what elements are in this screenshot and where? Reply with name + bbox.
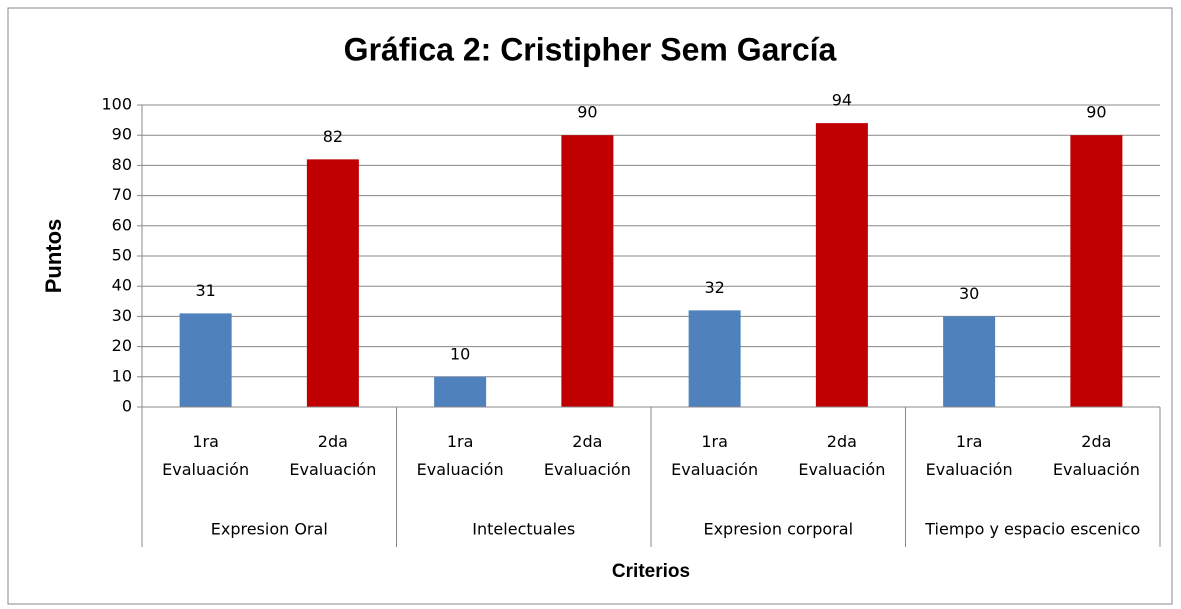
x-tick-label: 1ra Evaluación — [162, 432, 249, 479]
group-label: Expresion corporal — [703, 520, 853, 539]
group-label: Expresion Oral — [211, 520, 328, 539]
y-tick-label: 50 — [112, 246, 132, 265]
x-tick-label: 2da Evaluación — [289, 432, 376, 479]
y-tick-label: 30 — [112, 306, 132, 325]
value-label: 10 — [450, 344, 470, 363]
value-label: 32 — [704, 278, 724, 297]
bar — [306, 159, 359, 407]
x-tick-label: 2da Evaluación — [798, 432, 885, 479]
value-label: 30 — [959, 284, 979, 303]
y-tick-label: 90 — [112, 125, 132, 144]
y-tick-label: 10 — [112, 366, 132, 385]
group-label: Intelectuales — [472, 520, 575, 539]
x-tick-label: 2da Evaluación — [544, 432, 631, 479]
y-tick-label: 20 — [112, 336, 132, 355]
x-tick-label: 1ra Evaluación — [926, 432, 1013, 479]
y-tick-label: 70 — [112, 185, 132, 204]
bar — [943, 316, 996, 407]
y-tick-label: 60 — [112, 215, 132, 234]
x-tick-label: 1ra Evaluación — [417, 432, 504, 479]
y-tick-label: 0 — [122, 397, 132, 416]
value-label: 90 — [1086, 103, 1106, 122]
y-tick-label: 80 — [112, 155, 132, 174]
value-label: 94 — [832, 91, 852, 110]
value-label: 31 — [195, 281, 215, 300]
bar — [561, 135, 614, 407]
bar — [688, 310, 741, 407]
bar — [434, 376, 487, 407]
x-tick-label: 1ra Evaluación — [671, 432, 758, 479]
bar — [179, 313, 232, 407]
value-label: 90 — [577, 103, 597, 122]
bar — [1070, 135, 1123, 407]
value-label: 82 — [323, 127, 343, 146]
y-tick-label: 100 — [101, 95, 132, 114]
bar — [815, 123, 868, 408]
y-tick-label: 40 — [112, 276, 132, 295]
x-tick-label: 2da Evaluación — [1053, 432, 1140, 479]
chart-title: Gráfica 2: Cristipher Sem García — [344, 31, 837, 67]
y-axis-label: Puntos — [41, 219, 66, 294]
x-axis-label: Criterios — [612, 561, 690, 582]
group-label: Tiempo y espacio escenico — [924, 520, 1140, 539]
